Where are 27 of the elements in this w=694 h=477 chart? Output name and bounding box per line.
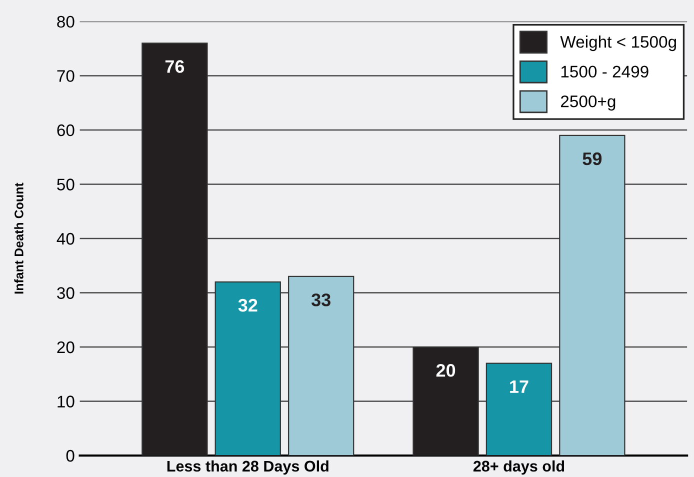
x-tick-label: 28+ days old [473, 460, 564, 475]
legend-label: 2500+g [560, 95, 616, 111]
y-tick-label: 30 [57, 287, 74, 299]
bar [288, 276, 354, 456]
data-label: 76 [165, 60, 184, 73]
y-tick-label: 50 [57, 178, 74, 190]
bar [559, 134, 626, 456]
bar [486, 362, 552, 456]
legend-label: 1500 - 2499 [561, 66, 648, 78]
y-tick-label: 20 [57, 341, 74, 354]
y-tick-label: 60 [57, 124, 74, 136]
bar [214, 281, 281, 456]
legend-label: Weight < 1500g [560, 36, 676, 52]
bar [142, 42, 208, 456]
y-tick-label: 40 [56, 232, 74, 245]
data-label: 17 [510, 380, 528, 393]
bar [412, 346, 479, 456]
data-label: 32 [238, 298, 258, 312]
y-tick-label: 70 [57, 70, 74, 82]
y-tick-label: 10 [58, 396, 74, 408]
y-axis-title: Infant Death Count [14, 182, 24, 294]
y-tick-label: 80 [57, 16, 74, 28]
data-label: 59 [582, 152, 602, 166]
x-tick-label: Less than 28 Days Old [167, 460, 328, 475]
data-label: 20 [436, 364, 456, 377]
y-tick-label: 0 [66, 450, 74, 462]
data-label: 33 [311, 293, 330, 306]
